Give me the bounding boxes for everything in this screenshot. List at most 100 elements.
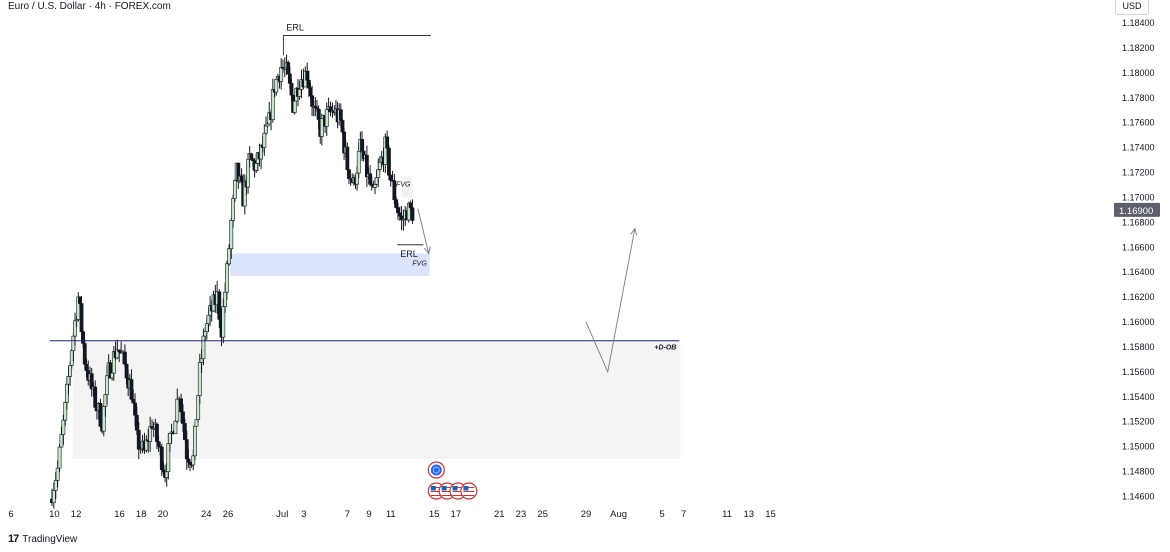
candle-body [136, 429, 141, 450]
candle-body [297, 88, 302, 97]
flag-stripe [441, 487, 453, 488]
flag-canton [452, 486, 458, 491]
time-tick-label: 26 [223, 509, 234, 520]
us-flag-event-icon[interactable] [460, 482, 478, 500]
time-tick-label: Jul [276, 509, 288, 520]
d-ob-label: +D-OB [654, 345, 676, 352]
candle-body [53, 480, 58, 491]
candle-body [63, 402, 68, 421]
candle-body [316, 108, 321, 120]
candle-body [274, 78, 279, 93]
time-tick-label: 17 [451, 509, 462, 520]
candle-body [148, 426, 153, 442]
candle [225, 260, 229, 300]
economic-calendar-events[interactable] [427, 461, 478, 500]
time-tick-label: 16 [114, 509, 125, 520]
candle-body [124, 363, 129, 379]
price-tick-label: 1.15000 [1122, 442, 1155, 452]
flag-stripe [441, 489, 453, 490]
candle-body [217, 291, 222, 320]
candle-body [377, 161, 382, 170]
price-tick-label: 1.16200 [1122, 292, 1155, 302]
projection-arrowhead-0 [423, 246, 431, 255]
candle-body [324, 109, 329, 127]
candle-body [270, 89, 275, 121]
candle-body [249, 153, 254, 160]
candle-body [73, 320, 77, 337]
price-tick-label: 1.17400 [1122, 143, 1155, 153]
candle-body [279, 67, 284, 82]
candle [193, 425, 197, 461]
candle-body [203, 331, 208, 337]
flag-stripe [441, 495, 453, 496]
price-tick-label: 1.17000 [1122, 192, 1155, 202]
candle-body [84, 363, 89, 371]
fvg-upper-label: FVG [396, 181, 411, 188]
candle-body [373, 184, 377, 188]
time-tick-label: 24 [201, 509, 212, 520]
candle [364, 145, 369, 187]
candle-body [164, 471, 169, 478]
candle [76, 292, 81, 322]
currency-button[interactable]: USD [1115, 0, 1149, 15]
candle-body [201, 335, 206, 360]
candle-body [262, 132, 267, 148]
candle [399, 205, 404, 231]
candle-body [265, 123, 270, 127]
candle-body [166, 443, 171, 473]
flag-stripe [430, 487, 442, 488]
brand-name: TradingView [22, 533, 78, 545]
candle-body [223, 291, 228, 307]
time-tick-label: 11 [386, 509, 396, 520]
erl-top-label: ERL [286, 22, 304, 32]
time-tick-label: 7 [345, 509, 350, 520]
candle-body [101, 406, 106, 432]
time-tick-label: 21 [494, 509, 505, 520]
time-tick-label: 10 [49, 509, 60, 520]
candle-body [388, 174, 393, 181]
candle-body [227, 248, 231, 265]
candle [242, 174, 247, 215]
candle-body [188, 461, 192, 465]
candle-body [356, 150, 361, 174]
price-tick-label: 1.14600 [1122, 492, 1155, 502]
candle [313, 97, 318, 117]
candle-body [340, 120, 345, 133]
flag-stripe [463, 491, 475, 492]
candle-body [394, 199, 399, 209]
tradingview-brand[interactable]: 17 TradingView [8, 533, 77, 545]
projection-arrowhead-1 [630, 227, 638, 236]
time-axis[interactable]: 6 10 12 16 18 20 24 26 Jul 3 7 9 11 15 17 21 23 25 29 Aug 5 7… [8, 509, 775, 520]
candle [98, 398, 103, 428]
candle-body [231, 198, 235, 221]
candle-body [123, 351, 127, 365]
flag-canton [463, 486, 469, 491]
price-axis[interactable]: 1.14600 1.14800 1.15000 1.15200 1.15400 1.156… [1114, 18, 1160, 502]
chart-annotations: +D-OB ERL ERL FVG FVG [49, 22, 680, 374]
candle-body [347, 169, 351, 180]
price-tick-label: 1.17800 [1122, 93, 1155, 103]
candle-body [191, 455, 196, 466]
candle-body [68, 365, 73, 377]
price-tick-label: 1.15800 [1122, 342, 1155, 352]
flag-stripe [430, 489, 442, 490]
globe-body [430, 464, 442, 476]
flag-stripe [430, 495, 442, 496]
candle-body [305, 70, 310, 81]
candle-body [64, 383, 69, 403]
candle-body [168, 432, 172, 444]
candle-body [239, 175, 244, 182]
candle [328, 101, 333, 117]
candle-body [184, 439, 189, 460]
candle-body [98, 403, 103, 427]
candle-body [129, 379, 134, 400]
price-tick-label: 1.18200 [1122, 43, 1155, 53]
globe-event-icon[interactable] [427, 461, 445, 479]
candle [194, 419, 199, 427]
time-tick-label: 13 [744, 509, 755, 520]
candle-body [397, 212, 402, 217]
flag-stripe [452, 487, 464, 488]
symbol-title: Euro / U.S. Dollar · 4h · FOREX.com [8, 1, 171, 12]
price-tick-label: 1.18400 [1122, 18, 1155, 28]
